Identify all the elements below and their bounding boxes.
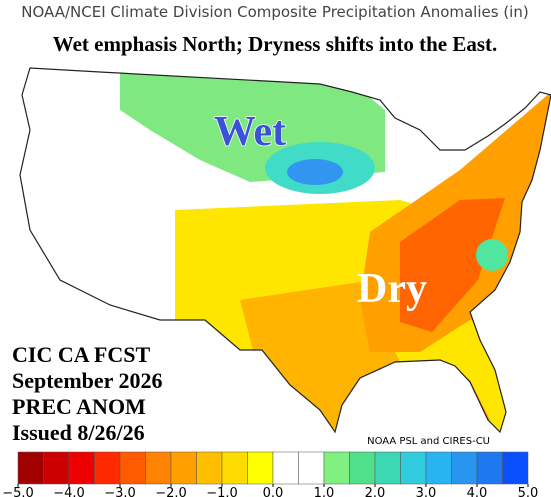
colorbar-cell — [145, 451, 172, 485]
tick-label: −5.0 — [2, 486, 34, 497]
colorbar-cell — [298, 451, 325, 485]
tick-label: 3.0 — [416, 486, 437, 497]
colorbar-cell — [221, 451, 248, 485]
tick-label: 0.0 — [263, 486, 284, 497]
colorbar-cell — [323, 451, 350, 485]
dry-label: Dry — [357, 266, 427, 312]
tick-label: 1.0 — [314, 486, 335, 497]
forecast-line: CIC CA FCST — [12, 342, 150, 367]
forecast-line: Issued 8/26/26 — [12, 420, 145, 445]
colorbar-cell — [119, 451, 146, 485]
colorbar-cell — [68, 451, 95, 485]
subtitle: Wet emphasis North; Dryness shifts into … — [53, 32, 498, 56]
tick-label: −3.0 — [104, 486, 136, 497]
tick-label: −1.0 — [206, 486, 238, 497]
forecast-line: PREC ANOM — [12, 394, 146, 419]
colorbar-cell — [196, 451, 223, 485]
forecast-line: September 2026 — [12, 368, 163, 393]
colorbar-cell — [451, 451, 478, 485]
tick-label: −2.0 — [155, 486, 187, 497]
colorbar-cell — [94, 451, 121, 485]
tick-label: 2.0 — [365, 486, 386, 497]
us-outline — [19, 67, 551, 434]
colorbar-cell — [502, 451, 529, 485]
tick-label: 5.0 — [518, 486, 539, 497]
title: NOAA/NCEI Climate Division Composite Pre… — [21, 3, 528, 21]
colorbar-cell — [400, 451, 427, 485]
colorbar-cell — [349, 451, 376, 485]
tick-label: 4.0 — [467, 486, 488, 497]
colorbar: −5.0 −4.0 −3.0 −2.0 −1.0 0.0 1.0 2.0 3.0 4.0 5.0 — [2, 451, 539, 497]
colorbar-cell — [170, 451, 197, 485]
colorbar-cell — [247, 451, 274, 485]
tick-label: −4.0 — [53, 486, 85, 497]
wet-label: Wet — [214, 109, 286, 155]
colorbar-cell — [272, 451, 299, 485]
colorbar-cell — [374, 451, 401, 485]
colorbar-cell — [425, 451, 452, 485]
colorbar-cell — [476, 451, 503, 485]
credit: NOAA PSL and CIRES-CU — [367, 436, 490, 447]
colorbar-cell — [43, 451, 70, 485]
colorbar-cell — [17, 451, 44, 485]
